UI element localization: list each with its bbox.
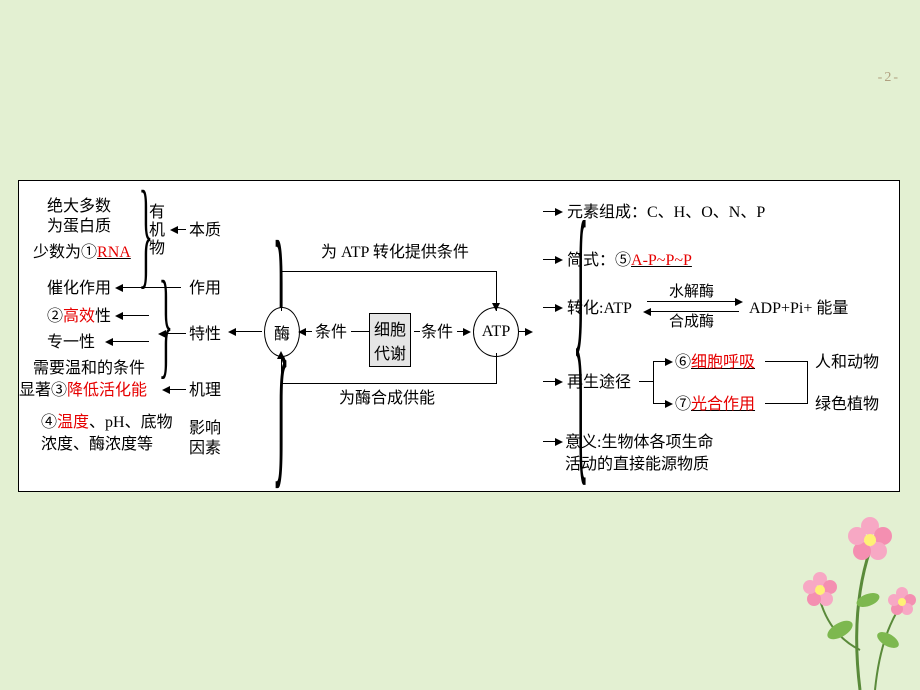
arrow-icon <box>109 341 149 342</box>
num-2: ② <box>47 308 63 325</box>
brace-icon: } <box>159 263 173 383</box>
arrow-icon <box>457 331 467 332</box>
elements-text: 元素组成：C、H、O、N、P <box>567 203 765 222</box>
condition-right: 条件 <box>421 323 453 342</box>
line-icon <box>653 361 654 403</box>
animals-text: 人和动物 <box>815 353 879 372</box>
line-icon <box>807 361 808 404</box>
temp-text: ④温度、pH、底物 <box>41 413 173 432</box>
meaning-1: 意义:生物体各项生命 <box>565 433 713 452</box>
arrow-icon <box>232 331 262 332</box>
efficient-text: ②高效性 <box>47 307 111 326</box>
line-icon <box>351 331 369 332</box>
formula-label: 简式：⑤ <box>567 252 631 269</box>
arrow-icon <box>647 311 739 312</box>
arrow-icon <box>647 301 739 302</box>
flower-icon <box>720 440 920 690</box>
factors-1: 影响 <box>189 419 221 438</box>
line-icon <box>281 271 282 311</box>
arrow-icon <box>302 331 312 332</box>
num-4: ④ <box>41 414 57 431</box>
arrowhead-icon <box>492 303 500 315</box>
rna-text: RNA <box>97 244 131 261</box>
mechanism-label: 机理 <box>189 381 221 400</box>
line-icon <box>281 383 497 384</box>
arrow-icon <box>653 403 669 404</box>
minority-text: 少数为①RNA <box>33 243 131 262</box>
arrow-icon <box>166 389 186 390</box>
lower-energy: 降低活化能 <box>67 382 147 399</box>
arrow-icon <box>543 211 559 212</box>
enzyme-label: 酶 <box>274 320 290 344</box>
metabolism-box: 细胞 代谢 <box>369 313 411 367</box>
formula-text: 简式：⑤A-P~P~P <box>567 251 692 270</box>
arrow-icon <box>162 333 186 334</box>
property-label: 特性 <box>189 325 221 344</box>
significant-label: 显著③ <box>19 382 67 399</box>
photosynthesis-text: ⑦光合作用 <box>675 395 755 414</box>
metabolism-1: 细胞 <box>374 316 406 340</box>
specificity-text: 专一性 <box>47 333 95 352</box>
enzyme-energy-text: 为酶合成供能 <box>339 389 435 408</box>
temperature-word: 温度 <box>57 414 89 431</box>
page-number: -2- <box>878 70 900 86</box>
num-6: ⑥ <box>675 354 691 371</box>
factors-2: 因素 <box>189 439 221 458</box>
respiration-text: ⑥细胞呼吸 <box>675 353 755 372</box>
meaning-2: 活动的直接能源物质 <box>565 455 709 474</box>
organic-1: 有 <box>149 203 165 222</box>
efficient-suf: 性 <box>95 308 111 325</box>
num-7: ⑦ <box>675 396 691 413</box>
catalysis-text: 催化作用 <box>47 279 111 298</box>
arrowhead-icon <box>277 347 285 359</box>
arrow-icon <box>119 315 149 316</box>
mild-text: 需要温和的条件 <box>33 359 145 378</box>
arrow-icon <box>653 361 669 362</box>
transform-text: 转化:ATP <box>567 299 632 318</box>
arrow-icon <box>174 229 186 230</box>
line-icon <box>765 403 807 404</box>
atp-condition-text: 为 ATP 转化提供条件 <box>321 243 469 262</box>
line-icon <box>281 271 497 272</box>
line-icon <box>639 381 653 382</box>
organic-2: 机 <box>149 221 165 240</box>
line-icon <box>496 353 497 383</box>
arrow-icon <box>543 381 559 382</box>
atp-label: ATP <box>482 323 510 341</box>
line-icon <box>414 331 420 332</box>
stage: -2- 绝大多数 为蛋白质 少数为①RNA } 有 机 物 本质 催化作用 作用… <box>0 0 920 690</box>
arrow-icon <box>543 307 559 308</box>
efficient-word: 高效 <box>63 308 95 325</box>
significant-text: 显著③降低活化能 <box>19 381 147 400</box>
metabolism-2: 代谢 <box>374 340 406 364</box>
line-icon <box>765 361 807 362</box>
temp-suf: 、pH、底物 <box>89 414 173 431</box>
majority-line1: 绝大多数 <box>47 197 111 216</box>
majority-line2: 为蛋白质 <box>47 217 111 236</box>
photosynthesis-word: 光合作用 <box>691 396 755 413</box>
concentration-text: 浓度、酶浓度等 <box>41 435 153 454</box>
condition-left: 条件 <box>315 323 347 342</box>
action-label: 作用 <box>189 279 221 298</box>
arrow-icon <box>519 331 529 332</box>
hydrolase-text: 水解酶 <box>669 283 714 301</box>
respiration-word: 细胞呼吸 <box>691 354 755 371</box>
regeneration-text: 再生途径 <box>567 373 631 392</box>
plants-text: 绿色植物 <box>815 395 879 414</box>
arrow-icon <box>543 441 559 442</box>
arrow-icon <box>543 259 559 260</box>
synthase-text: 合成酶 <box>669 313 714 331</box>
essence-label: 本质 <box>189 221 221 240</box>
formula-value: A-P~P~P <box>631 252 692 269</box>
adp-text: ADP+Pi+ 能量 <box>749 299 848 318</box>
minority-label: 少数为① <box>33 244 97 261</box>
